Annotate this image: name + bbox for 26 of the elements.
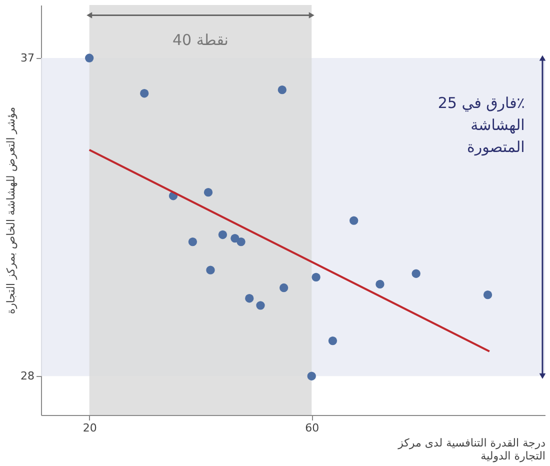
point <box>350 216 358 225</box>
point <box>85 54 94 62</box>
y-tick-label: 37 <box>20 52 34 65</box>
point <box>280 283 288 292</box>
point <box>188 237 198 246</box>
x-tick-label: 60 <box>305 422 320 434</box>
x-tick-label: 20 <box>82 422 97 434</box>
point <box>278 86 286 94</box>
point <box>307 372 316 380</box>
y-tick-label: 28 <box>20 370 34 383</box>
point <box>245 294 254 303</box>
point <box>328 336 338 346</box>
point <box>206 266 215 274</box>
point <box>204 188 213 197</box>
point <box>218 230 228 240</box>
point <box>483 290 492 300</box>
point <box>236 237 246 246</box>
point <box>376 280 384 289</box>
x-axis-title: درجة القدرة التنافسية لدى مركز التجارة الدولية <box>397 436 546 462</box>
band-label: 40 نقطة <box>172 30 228 49</box>
point <box>256 301 265 310</box>
y-axis-title: مؤشر التعرض للهشاشة الخاص بمركز التجارة <box>4 106 18 314</box>
point <box>412 269 420 278</box>
point <box>312 272 320 282</box>
point <box>140 89 149 98</box>
band-label: فارق في 25٪ الهشاشة المتصورة <box>438 94 525 156</box>
